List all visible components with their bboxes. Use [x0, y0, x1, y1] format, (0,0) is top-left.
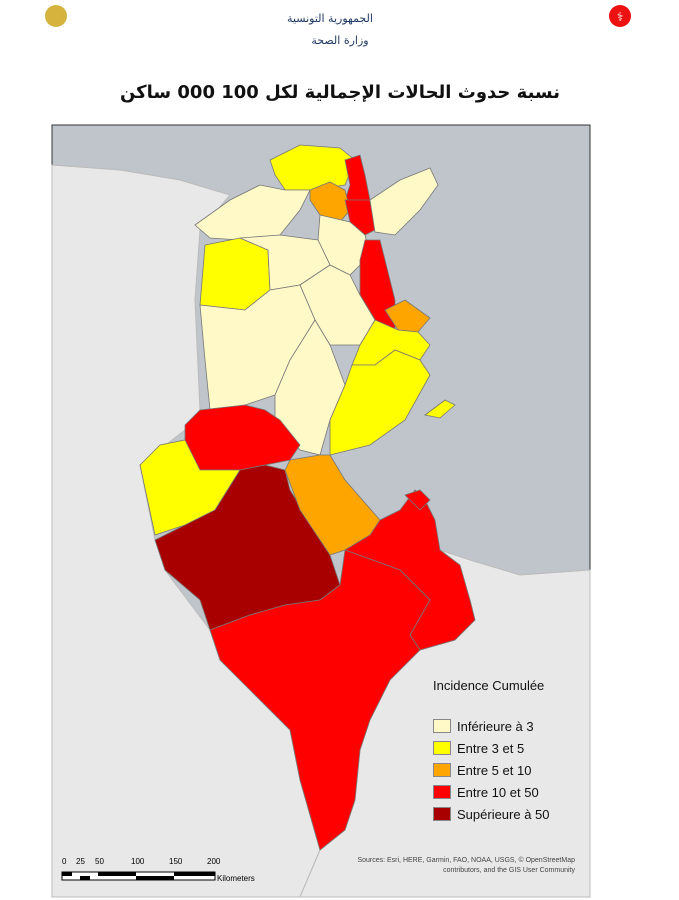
region-djerba	[404, 489, 431, 511]
region-bizerte	[269, 144, 356, 191]
region-ben-arous	[344, 199, 376, 236]
region-sfax	[329, 349, 431, 456]
region-beja-jendouba	[194, 184, 311, 241]
scale-tick: 50	[95, 857, 104, 866]
legend-swatch	[433, 741, 451, 755]
ministry-health-logo-icon	[609, 5, 631, 27]
page-title: نسبة حدوث الحالات الإجمالية لكل 100 000 …	[119, 82, 560, 103]
country-name: الجمهورية التونسية	[287, 12, 373, 25]
scale-tick: 25	[76, 857, 85, 866]
map-sources: Sources: Esri, HERE, Garmin, FAO, NOAA, …	[340, 856, 575, 876]
region-tataouine	[209, 549, 431, 851]
legend-title: Incidence Cumulée	[433, 678, 545, 693]
legend-label: Supérieure à 50	[457, 806, 550, 822]
legend-item: Supérieure à 50	[433, 803, 550, 825]
sources-line: contributors, and the GIS User Community	[443, 867, 575, 874]
legend-label: Entre 5 et 10	[457, 762, 532, 778]
legend-swatch	[433, 719, 451, 733]
legend-item: Entre 3 et 5	[433, 737, 550, 759]
scale-unit: Kilometers	[217, 874, 255, 883]
legend-item: Entre 5 et 10	[433, 759, 550, 781]
region-manouba	[309, 181, 351, 223]
legend: Incidence Cumulée Inférieure à 3 Entre 3…	[433, 678, 550, 825]
region-kebili	[154, 464, 341, 631]
legend-label: Entre 10 et 50	[457, 784, 539, 800]
scale-tick: 0	[62, 857, 67, 866]
legend-label: Entre 3 et 5	[457, 740, 525, 756]
legend-label: Inférieure à 3	[457, 718, 534, 734]
legend-item: Inférieure à 3	[433, 715, 550, 737]
tunisia-coat-of-arms-icon	[45, 5, 67, 27]
ministry-name: وزارة الصحة	[311, 34, 369, 47]
scale-tick: 100	[131, 857, 145, 866]
legend-swatch	[433, 763, 451, 777]
region-nabeul	[369, 167, 439, 236]
svg-text:⚕: ⚕	[617, 10, 624, 24]
region-kerkennah	[424, 399, 456, 419]
legend-item: Entre 10 et 50	[433, 781, 550, 803]
scale-tick: 150	[169, 857, 183, 866]
region-monastir	[384, 299, 431, 333]
legend-swatch	[433, 807, 451, 821]
legend-swatch	[433, 785, 451, 799]
scale-tick: 200	[207, 857, 221, 866]
sources-line: Sources: Esri, HERE, Garmin, FAO, NOAA, …	[357, 857, 575, 864]
